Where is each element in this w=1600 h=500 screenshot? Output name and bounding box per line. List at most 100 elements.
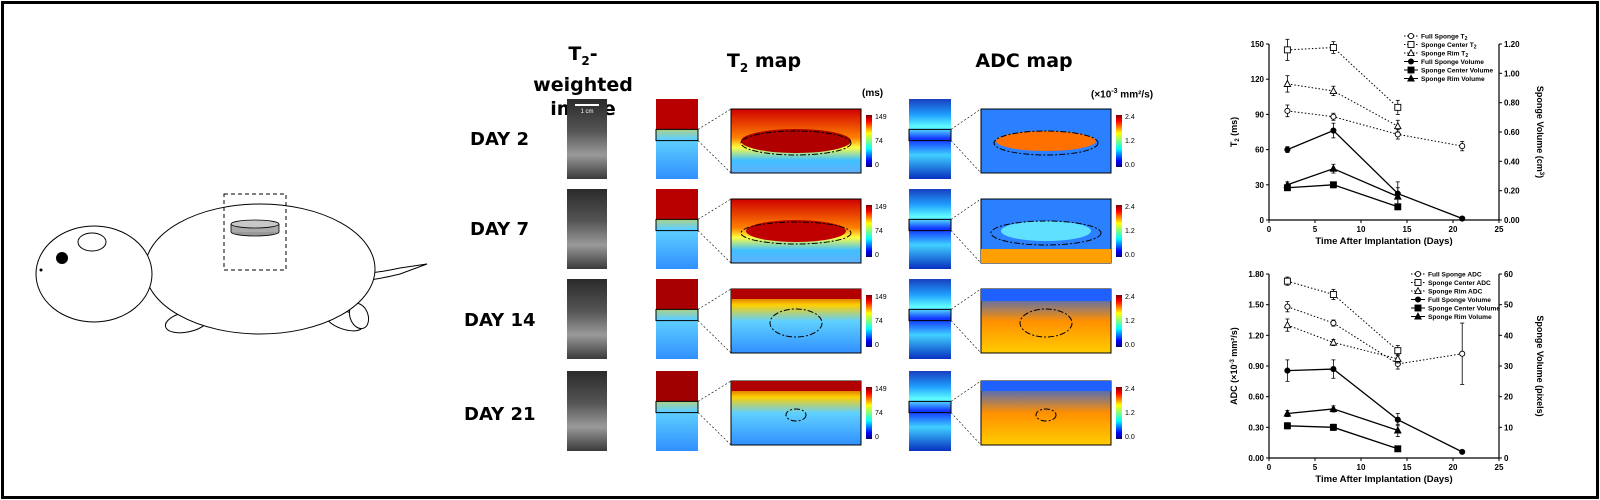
adc-zoom-connector — [950, 140, 982, 174]
adc-colorbar-tick: 1.2 — [1125, 318, 1135, 325]
x-tick-label: 0 — [1267, 463, 1272, 472]
y-tick-label-left: 0.00 — [1248, 454, 1264, 463]
legend-marker — [1414, 304, 1422, 312]
x-tick-label: 25 — [1495, 463, 1504, 472]
series-sponge-rim-t2 — [1283, 75, 1402, 133]
t2-map-thumbnail-roi — [655, 308, 699, 322]
adc-colorbar-tick: 1.2 — [1125, 410, 1135, 417]
y-tick-label-left: 1.80 — [1248, 270, 1264, 279]
x-tick-label: 25 — [1495, 225, 1504, 234]
adc-map-thumbnail — [909, 99, 951, 179]
adc-colorbar-tick: 0.0 — [1125, 434, 1135, 441]
legend-marker — [1407, 74, 1415, 82]
header-adc-map: ADC map — [975, 50, 1073, 72]
t2-colorbar-tick: 0 — [875, 342, 879, 349]
t2-zoom-connector — [697, 198, 732, 220]
adc-map-thumbnail-roi — [908, 218, 952, 232]
adc-colorbar — [1116, 115, 1122, 167]
adc-map-zoom — [980, 380, 1112, 446]
x-axis-label: Time After Implantation (Days) — [1315, 474, 1452, 485]
y-tick-label-right: 0.60 — [1504, 128, 1520, 137]
data-point — [1283, 422, 1291, 430]
adc-colorbar-tick: 0.0 — [1125, 342, 1135, 349]
adc-zoom-connector — [950, 412, 982, 446]
series-sponge-center-adc — [1283, 276, 1402, 357]
y-tick-label-right: 0 — [1504, 454, 1509, 463]
scale-bar-label: 1 cm — [580, 109, 593, 115]
y-tick-label-right: 20 — [1504, 393, 1513, 402]
image-row-day-3: 149 74 0 2.4 1.2 0.0 — [567, 371, 1135, 451]
adc-map-thumbnail — [909, 279, 951, 359]
series-sponge-center-volume — [1283, 422, 1402, 453]
legend-label: Sponge Rim ADC — [1428, 289, 1483, 296]
y-tick-label-left: 30 — [1255, 181, 1264, 190]
y-tick-label-left: 1.50 — [1248, 301, 1264, 310]
data-point — [1329, 86, 1338, 94]
series-full-sponge-volume — [1284, 122, 1466, 222]
day-label-14: DAY 14 — [464, 310, 536, 331]
y-tick-label-left: 1.20 — [1248, 331, 1264, 340]
data-point — [1394, 416, 1401, 423]
data-point — [1330, 127, 1337, 134]
y-tick-label-right: 1.20 — [1504, 40, 1520, 49]
x-axis-label: Time After Implantation (Days) — [1315, 236, 1452, 247]
y-tick-label-left: 90 — [1255, 110, 1264, 119]
series-full-sponge-volume — [1284, 359, 1466, 455]
t2-map-zoom — [730, 288, 862, 354]
t2-colorbar-tick: 0 — [875, 252, 879, 259]
y-tick-label-left: 120 — [1251, 75, 1265, 84]
t2-colorbar — [866, 115, 872, 167]
t2-colorbar-tick: 149 — [875, 114, 887, 121]
adc-map-thumbnail-roi — [908, 128, 952, 142]
t2-colorbar-tick: 149 — [875, 386, 887, 393]
adc-zoom-connector — [950, 108, 982, 130]
adc-colorbar-tick: 2.4 — [1125, 386, 1135, 393]
adc-roi-outline — [990, 220, 1102, 246]
t2-zoom-connector — [697, 412, 732, 446]
legend-marker — [1407, 41, 1415, 48]
adc-colorbar-tick: 0.0 — [1125, 252, 1135, 259]
data-point — [1284, 367, 1291, 374]
image-row-day-0: 1 cm 149 74 0 2.4 1.2 0.0 — [567, 99, 1135, 179]
data-point — [1283, 277, 1291, 285]
data-point — [1284, 146, 1291, 153]
y-tick-label-right: 30 — [1504, 362, 1513, 371]
data-point — [1330, 366, 1337, 373]
legend-marker — [1407, 58, 1415, 65]
mouse-schematic — [35, 193, 428, 335]
adc-colorbar-tick: 0.0 — [1125, 162, 1135, 169]
series-line — [1287, 110, 1463, 147]
series-line — [1287, 408, 1399, 432]
data-point — [1283, 180, 1292, 188]
sponge-implant-top — [230, 219, 280, 229]
data-point — [1394, 347, 1402, 355]
series-sponge-center-t2 — [1283, 38, 1402, 115]
adc-map-thumbnail-roi — [908, 400, 952, 414]
t2-sponge-region — [746, 220, 846, 242]
day-label-21: DAY 21 — [464, 404, 536, 425]
image-row-day-2: 149 74 0 2.4 1.2 0.0 — [567, 279, 1135, 359]
mouse-ear — [77, 232, 107, 252]
adc-top-layer — [981, 381, 1111, 391]
t2-weighted-image — [567, 371, 607, 451]
t2-roi-outline — [769, 308, 823, 338]
series-line — [1287, 167, 1399, 198]
adc-colorbar — [1116, 387, 1122, 439]
t2-map-zoom — [730, 380, 862, 446]
t2-unit-label: (ms) — [862, 88, 884, 99]
adc-roi-outline — [1019, 308, 1073, 338]
t2-colorbar-tick: 0 — [875, 162, 879, 169]
y-tick-label-left: 0.60 — [1248, 393, 1264, 402]
series-line — [1287, 280, 1399, 352]
data-point — [1393, 192, 1402, 200]
y-tick-label-right: 40 — [1504, 331, 1513, 340]
x-tick-label: 5 — [1313, 463, 1318, 472]
x-tick-label: 5 — [1313, 225, 1318, 234]
data-point — [1329, 290, 1337, 298]
t2-zoom-connector — [697, 380, 732, 402]
x-tick-label: 20 — [1449, 463, 1458, 472]
legend-label: Full Sponge ADC — [1428, 272, 1482, 279]
data-point — [1330, 113, 1337, 120]
series-sponge-rim-volume — [1283, 163, 1402, 206]
